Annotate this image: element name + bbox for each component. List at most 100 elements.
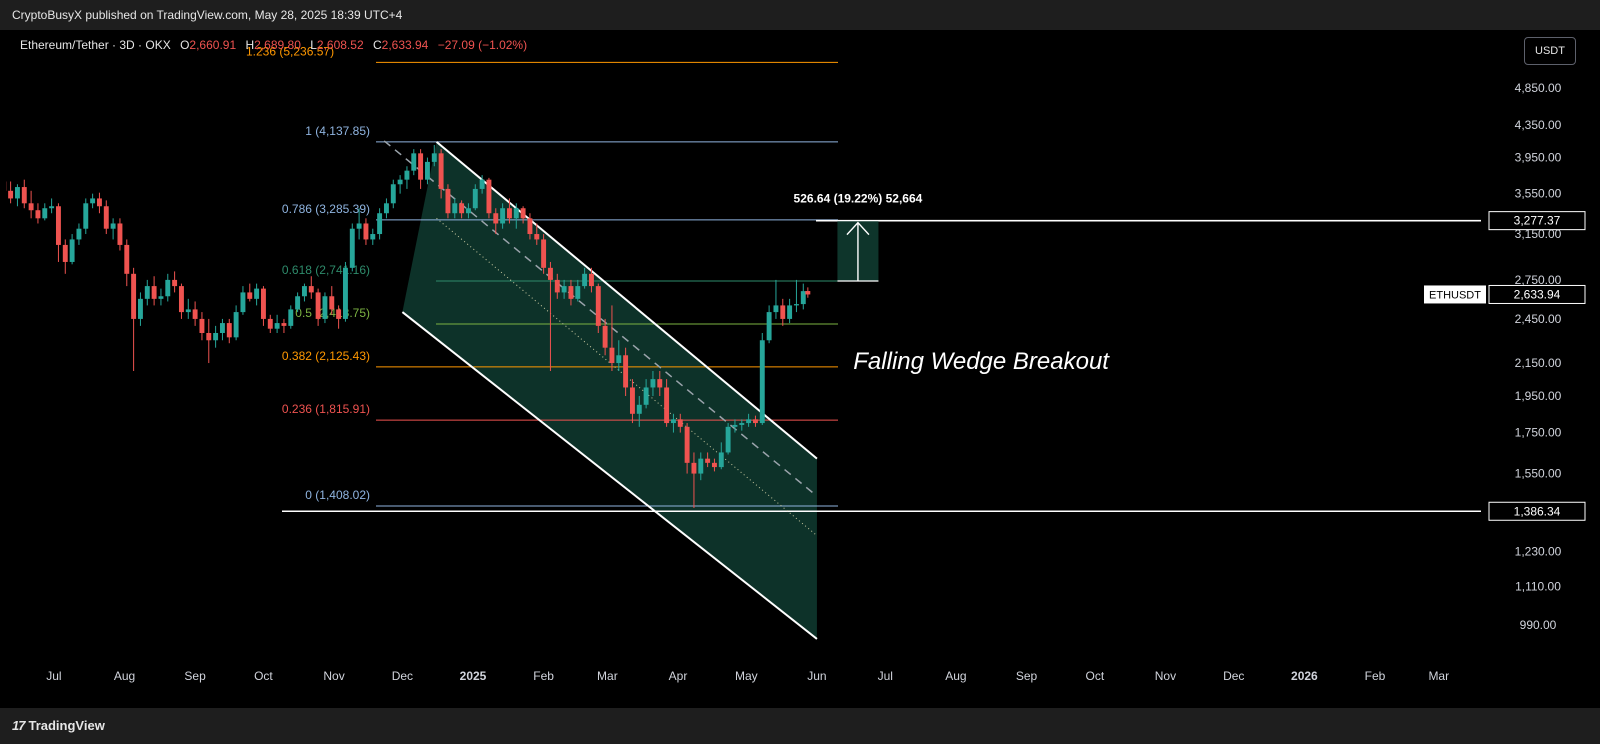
candle-body [158, 296, 164, 299]
wedge-mid-dashed-line [383, 140, 818, 497]
candle-body [397, 179, 403, 185]
wedge-fill [402, 141, 817, 639]
y-tick-label: 3,150.00 [1515, 227, 1562, 241]
candle-body [718, 452, 724, 468]
candle-body [431, 153, 437, 162]
candle-body [711, 462, 717, 468]
candle-body [493, 213, 499, 224]
candle-body [725, 426, 731, 453]
candle-body [199, 318, 205, 333]
candle-body [117, 223, 123, 245]
candle-body [424, 161, 430, 180]
candle-body [643, 387, 649, 405]
candle-body [595, 286, 601, 326]
candle-body [349, 228, 355, 268]
candle-body [766, 312, 772, 341]
candle-body [185, 309, 191, 313]
annotation-text: Falling Wedge Breakout [853, 348, 1110, 375]
candle-body [144, 286, 150, 299]
candle-body [805, 291, 811, 295]
x-tick-label: 2026 [1291, 669, 1318, 683]
low-value: 2,608.52 [316, 38, 364, 52]
fib-label-0.5: 0.5 (2,413.75) [295, 306, 370, 320]
candle-body [575, 286, 581, 299]
chart-frame[interactable]: 1.236 (5,236.57) 1 (4,137.85) 0.786 (3,285… [6, 30, 1594, 708]
candle-body [609, 347, 615, 364]
candle-body [541, 239, 547, 268]
candle-body [137, 298, 143, 319]
candle-body [49, 206, 55, 209]
publisher-text: CryptoBusyX published on TradingView.com… [12, 8, 403, 22]
x-tick-label: Nov [1155, 669, 1176, 683]
x-tick-label: Oct [254, 669, 273, 683]
candle-body [377, 213, 383, 235]
y-tick-label: 4,850.00 [1515, 81, 1562, 95]
candle-body [322, 296, 328, 319]
open-value: 2,660.91 [189, 38, 237, 52]
candle-body [479, 179, 485, 189]
candle-body [752, 419, 758, 424]
high-label: H [245, 38, 255, 52]
candle-body [178, 286, 184, 313]
candle-body [42, 208, 48, 219]
close-label: C [372, 38, 382, 52]
candle-body [233, 312, 239, 338]
x-tick-label: Aug [945, 669, 966, 683]
price-chart[interactable]: 1.236 (5,236.57) 1 (4,137.85) 0.786 (3,285… [6, 30, 1594, 708]
candle-body [691, 462, 697, 474]
measure-arrow-head [846, 221, 870, 236]
candle-body [746, 419, 752, 424]
y-tick-label: 2,750.00 [1515, 273, 1562, 287]
tradingview-logo[interactable]: 17 TradingView [12, 718, 105, 733]
symbol-title: Ethereum/Tether · 3D · OKX [20, 38, 171, 52]
candle-body [800, 291, 806, 305]
wedge-mid-dotted-line [436, 217, 818, 536]
wedge-lower-line [401, 311, 818, 640]
candle-body [404, 170, 410, 180]
candle-body [219, 323, 225, 333]
candle-body [629, 387, 635, 414]
price-tag-0-text: 3,277.37 [1514, 214, 1561, 228]
candle-body [677, 419, 683, 427]
candle-body [459, 203, 465, 214]
candle-body [336, 309, 342, 319]
y-tick-label: 1,110.00 [1515, 579, 1561, 593]
high-value: 2,689.80 [254, 38, 301, 52]
x-tick-label: Sep [184, 669, 206, 683]
x-tick-label: Jul [46, 669, 61, 683]
candle-body [773, 305, 779, 313]
wedge-upper-line [435, 141, 818, 460]
x-tick-label: Dec [1223, 669, 1244, 683]
candle-body [472, 188, 478, 209]
x-tick-label: Sep [1016, 669, 1038, 683]
candle-body [8, 190, 14, 199]
candle-body [705, 458, 711, 463]
candle-body [192, 309, 198, 319]
candle-body [172, 279, 178, 287]
close-value: 2,633.94 [381, 38, 429, 52]
x-tick-label: Oct [1085, 669, 1104, 683]
candle-body [260, 288, 266, 319]
fib-label-0.236: 0.236 (1,815.91) [282, 402, 370, 416]
candle-body [301, 286, 307, 297]
candle-body [62, 244, 68, 262]
footer-bar: 17 TradingView [0, 708, 1600, 744]
fib-label-0.786: 0.786 (3,285.39) [282, 202, 370, 216]
last-price-tag-text: 2,633.94 [1514, 287, 1561, 301]
y-tick-label: 2,450.00 [1515, 312, 1562, 326]
candle-body [664, 387, 670, 424]
candle-body [623, 355, 629, 388]
measure-label: 526.64 (19.22%) 52,664 [794, 192, 923, 206]
candle-body [315, 292, 321, 319]
x-tick-label: Feb [1365, 669, 1386, 683]
candle-body [76, 228, 82, 240]
candle-body [602, 325, 608, 348]
currency-button[interactable]: USDT [1524, 37, 1576, 65]
candle-body [28, 203, 34, 211]
candle-body [657, 379, 663, 388]
candle-body [411, 153, 417, 171]
candle-body [308, 286, 314, 293]
candle-body [383, 203, 389, 214]
fib-label-1.236: 1.236 (5,236.57) [246, 44, 334, 58]
candle-body [636, 404, 642, 414]
